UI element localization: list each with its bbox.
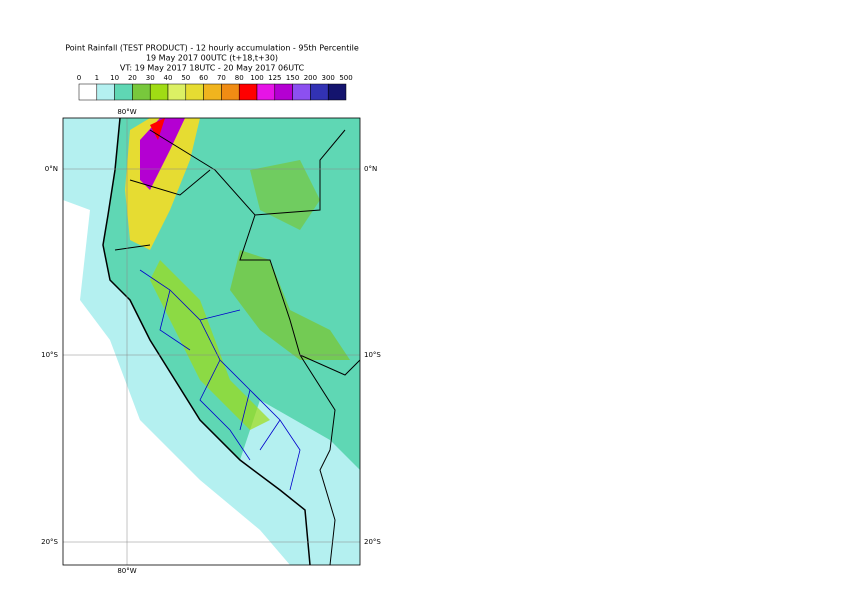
colorbar-swatch	[274, 83, 293, 101]
colorbar-swatch	[221, 83, 240, 101]
colorbar-label: 300	[322, 74, 335, 82]
borders	[114, 129, 360, 565]
lat-label: 20°S	[364, 538, 381, 546]
colorbar-swatch	[78, 83, 98, 101]
lat-label: 0°N	[364, 165, 377, 173]
green-area	[150, 260, 270, 430]
colorbar-swatch	[310, 83, 329, 101]
lon-label: 80°W	[117, 108, 136, 116]
colorbar-swatch	[327, 83, 347, 101]
extreme-rain	[150, 118, 165, 140]
extreme-rain	[140, 118, 185, 190]
colorbar-swatch	[203, 83, 222, 101]
coastline	[102, 118, 311, 565]
green-area	[250, 160, 320, 230]
colorbar-label: 150	[286, 74, 299, 82]
title: Point Rainfall (TEST PRODUCT) - 12 hourl…	[65, 44, 359, 53]
south-light	[240, 400, 360, 565]
map: 80°W 80°W 0°N 0°N 10°S 10°S 20°S 20°S	[41, 108, 381, 575]
colorbar-label: 70	[217, 74, 226, 82]
region-borders	[139, 269, 301, 491]
map-frame	[62, 117, 361, 566]
colorbar-label: 125	[268, 74, 281, 82]
colorbar-label: 30	[146, 74, 155, 82]
colorbar-swatch	[292, 83, 311, 101]
graticule	[63, 118, 360, 565]
colorbar-label: 80	[235, 74, 244, 82]
colorbar-label: 0	[77, 74, 81, 82]
lat-label: 10°S	[41, 351, 58, 359]
lat-label: 0°N	[45, 165, 58, 173]
colorbar-label: 200	[304, 74, 317, 82]
colorbar-swatch	[114, 83, 133, 101]
colorbar-swatch	[167, 83, 187, 101]
colorbar-label: 40	[164, 74, 173, 82]
colorbar-swatch	[185, 83, 204, 101]
colorbar-label: 10	[110, 74, 119, 82]
title-block: Point Rainfall (TEST PRODUCT) - 12 hourl…	[65, 44, 359, 73]
valid-time: VT: 19 May 2017 18UTC - 20 May 2017 06UT…	[120, 64, 305, 73]
colorbar-swatch	[238, 83, 258, 101]
lat-label: 10°S	[364, 351, 381, 359]
colorbar-swatch	[132, 83, 151, 101]
colorbar-label: 20	[128, 74, 137, 82]
colorbar-label: 100	[250, 74, 263, 82]
subtitle: 19 May 2017 00UTC (t+18,t+30)	[146, 54, 278, 63]
coastal-rain	[63, 118, 310, 565]
colorbar-label: 50	[181, 74, 190, 82]
colorbar-swatch	[256, 83, 276, 101]
green-area	[230, 250, 350, 360]
lat-label: 20°S	[41, 538, 58, 546]
lon-label: 80°W	[117, 567, 136, 575]
colorbar-swatch	[149, 83, 169, 101]
colorbar-label: 60	[199, 74, 208, 82]
colorbar: 0 1 10 20 30 40 50 60 70 80 100 125 150 200 300 500	[77, 74, 353, 101]
colorbar-label: 1	[95, 74, 99, 82]
colorbar-swatch	[96, 83, 115, 101]
colorbar-label: 500	[339, 74, 352, 82]
